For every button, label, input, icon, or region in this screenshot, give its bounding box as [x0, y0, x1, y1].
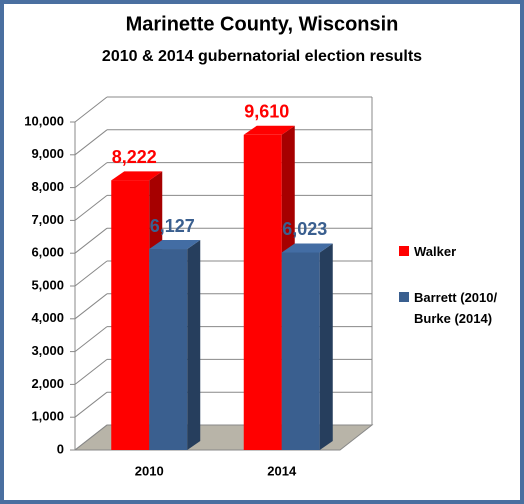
chart-subtitle: 2010 & 2014 gubernatorial election resul… — [102, 48, 422, 65]
x-tick-label: 2010 — [135, 463, 164, 478]
legend-label: Walker — [414, 244, 457, 259]
bar-top — [243, 125, 295, 135]
y-tick-label: 4,000 — [31, 310, 64, 325]
bar — [281, 252, 320, 450]
grid-line — [74, 96, 108, 123]
value-label: 6,023 — [282, 219, 327, 239]
bar — [243, 134, 282, 451]
grid-line — [74, 359, 108, 385]
grid-line — [74, 195, 108, 221]
bar-top — [111, 171, 163, 181]
bar — [149, 249, 188, 450]
y-tick-label: 3,000 — [31, 343, 64, 358]
grid-line — [74, 326, 108, 352]
x-tick-label: 2014 — [267, 463, 297, 478]
y-tick-label: 7,000 — [31, 212, 64, 227]
value-label: 8,222 — [112, 147, 157, 167]
legend-swatch — [399, 246, 409, 256]
value-label: 9,610 — [244, 102, 289, 122]
grid-line — [74, 129, 108, 156]
value-label: 6,127 — [150, 216, 195, 236]
bar — [111, 180, 150, 450]
grid-line — [74, 391, 108, 418]
y-tick-label: 5,000 — [31, 277, 64, 292]
chart-title: Marinette County, Wisconsin — [126, 13, 399, 35]
y-tick-label: 6,000 — [31, 245, 64, 260]
y-tick-label: 1,000 — [31, 409, 64, 424]
grid-line — [74, 424, 108, 451]
y-tick-label: 9,000 — [31, 146, 64, 161]
bar-top — [149, 240, 201, 250]
bar-side — [187, 240, 201, 450]
y-tick-label: 8,000 — [31, 179, 64, 194]
legend-label: Barrett (2010/ Burke (2014) — [414, 290, 498, 326]
grid-line — [74, 227, 108, 254]
grid-line — [74, 293, 108, 320]
legend-swatch — [399, 292, 409, 302]
y-tick-label: 10,000 — [24, 113, 64, 128]
y-tick-label: 2,000 — [31, 376, 64, 391]
y-tick-label: 0 — [57, 441, 64, 456]
grid-line — [74, 162, 108, 188]
bar-top — [281, 243, 333, 253]
grid-line — [74, 260, 108, 287]
bar-side — [319, 243, 333, 450]
